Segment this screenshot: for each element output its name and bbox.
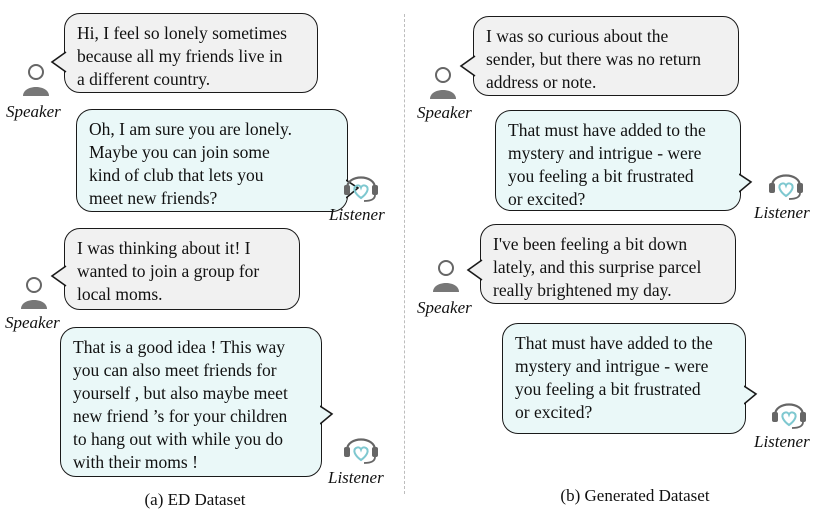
listener-label: Listener: [329, 205, 385, 224]
headset-heart-icon: [344, 176, 378, 202]
speaker-tail: [50, 51, 67, 73]
caption-ed-dataset: (a) ED Dataset: [144, 490, 246, 509]
listener-bubble: That is a good idea ! This way you can a…: [60, 327, 322, 477]
listener-label: Listener: [754, 203, 810, 222]
listener-label: Listener: [328, 468, 384, 487]
headset-heart-icon: [769, 174, 803, 200]
speaker-bubble: I've been feeling a bit down lately, and…: [480, 224, 736, 304]
listener-tail: [320, 405, 334, 425]
headset-heart-icon: [344, 438, 378, 464]
caption-generated-dataset: (b) Generated Dataset: [560, 486, 710, 505]
person-icon: [430, 67, 456, 99]
column-divider: [404, 14, 405, 494]
listener-tail: [744, 385, 758, 405]
person-icon: [21, 277, 47, 309]
speaker-tail: [466, 259, 483, 281]
person-icon: [23, 64, 49, 96]
speaker-label: Speaker: [417, 298, 472, 317]
speaker-label: Speaker: [5, 313, 60, 332]
speaker-bubble: I was so curious about the sender, but t…: [473, 16, 739, 96]
listener-bubble: Oh, I am sure you are lonely. Maybe you …: [76, 109, 348, 212]
speaker-tail: [459, 55, 476, 77]
person-icon: [433, 260, 459, 292]
listener-tail: [739, 173, 753, 193]
speaker-label: Speaker: [6, 102, 61, 121]
headset-heart-icon: [772, 403, 806, 429]
speaker-tail: [50, 265, 67, 287]
listener-bubble: That must have added to the mystery and …: [495, 110, 741, 211]
speaker-label: Speaker: [417, 103, 472, 122]
listener-label: Listener: [754, 432, 810, 451]
speaker-bubble: I was thinking about it! I wanted to joi…: [64, 228, 300, 310]
speaker-bubble: Hi, I feel so lonely sometimes because a…: [64, 13, 318, 93]
listener-bubble: That must have added to the mystery and …: [502, 323, 746, 434]
